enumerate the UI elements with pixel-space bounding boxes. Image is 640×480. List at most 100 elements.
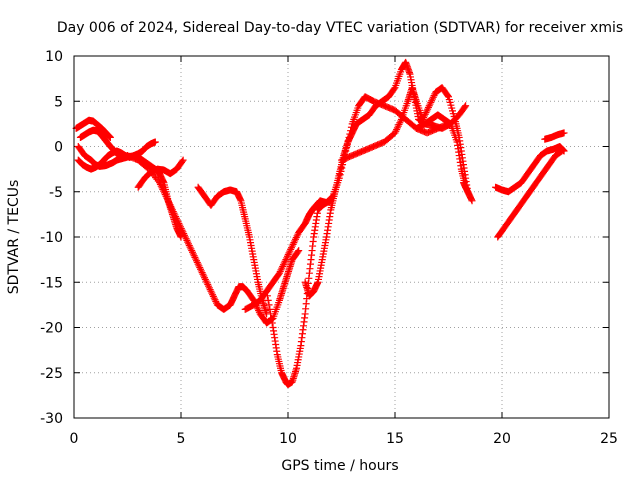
data-point — [286, 247, 294, 255]
series-arc11 — [338, 84, 472, 196]
data-point — [191, 253, 199, 261]
data-point — [187, 245, 195, 253]
data-point — [279, 261, 287, 269]
data-point — [277, 266, 285, 274]
data-point — [176, 221, 184, 229]
data-point — [193, 258, 201, 266]
data-point — [268, 319, 276, 327]
data-point — [160, 187, 168, 195]
data-point — [430, 92, 438, 100]
data-point — [198, 269, 206, 277]
data-point — [172, 214, 180, 222]
series-arc15 — [494, 147, 566, 241]
data-point — [395, 120, 403, 128]
data-point — [179, 156, 187, 164]
data-point — [183, 236, 191, 244]
data-point — [186, 243, 194, 251]
data-point — [165, 199, 173, 207]
data-point — [202, 277, 210, 285]
data-point — [209, 291, 217, 299]
x-tick-label: 15 — [386, 431, 404, 447]
data-point — [393, 126, 401, 134]
x-tick-label: 0 — [70, 431, 79, 447]
data-point — [429, 93, 437, 101]
data-point — [162, 192, 170, 200]
data-point — [422, 109, 430, 117]
data-point — [254, 305, 262, 313]
data-point — [175, 219, 183, 227]
data-point — [161, 191, 169, 199]
data-point — [180, 230, 188, 238]
data-point — [197, 267, 205, 275]
data-point — [283, 252, 291, 260]
series-arc7 — [194, 183, 271, 318]
data-point — [196, 264, 204, 272]
series-arc12 — [412, 102, 470, 132]
data-point — [396, 119, 404, 127]
data-point — [424, 103, 432, 111]
series-arc5 — [134, 156, 187, 191]
data-point — [160, 189, 168, 197]
data-point — [560, 129, 568, 137]
data-point — [207, 287, 215, 295]
data-point — [177, 225, 185, 233]
data-point — [295, 247, 303, 255]
data-point — [267, 314, 275, 322]
data-point — [392, 127, 400, 135]
data-point — [209, 292, 217, 300]
data-point — [178, 157, 186, 165]
data-point — [280, 259, 288, 267]
data-point — [182, 235, 190, 243]
data-point — [159, 185, 167, 193]
y-tick-label: -5 — [49, 185, 63, 201]
data-point — [427, 98, 435, 106]
data-point — [287, 245, 295, 253]
data-point — [391, 129, 399, 137]
data-point — [276, 268, 284, 276]
series-arc4 — [76, 126, 123, 160]
data-point — [166, 201, 174, 209]
data-point — [206, 286, 214, 294]
y-tick-label: -20 — [40, 321, 63, 337]
data-point — [424, 105, 432, 113]
data-point — [164, 196, 172, 204]
data-point — [394, 122, 402, 130]
data-point — [211, 296, 219, 304]
data-point — [393, 124, 401, 132]
data-point — [265, 301, 273, 309]
data-point — [397, 117, 405, 125]
data-point — [212, 297, 220, 305]
data-point — [201, 274, 209, 282]
data-point — [106, 133, 114, 141]
x-tick-label: 20 — [493, 431, 511, 447]
data-point — [291, 237, 299, 245]
series-arc1 — [72, 116, 114, 141]
data-point — [444, 92, 452, 100]
y-tick-label: -25 — [40, 366, 63, 382]
data-point — [285, 249, 293, 257]
y-tick-label: 10 — [45, 49, 63, 65]
data-point — [205, 282, 213, 290]
data-point — [420, 112, 428, 120]
data-point — [208, 289, 216, 297]
data-point — [204, 281, 212, 289]
data-point — [194, 260, 202, 268]
x-tick-label: 5 — [177, 431, 186, 447]
data-point — [420, 114, 428, 122]
data-point — [193, 257, 201, 265]
y-tick-label: -30 — [40, 411, 63, 427]
data-point — [421, 110, 429, 118]
data-point — [283, 254, 291, 262]
data-point — [201, 275, 209, 283]
data-point — [279, 262, 287, 270]
series-arc16 — [541, 129, 568, 143]
y-tick-label: 5 — [54, 94, 63, 110]
series-arc13 — [459, 179, 476, 205]
data-point — [178, 226, 186, 234]
data-point — [289, 240, 297, 248]
data-point — [210, 294, 218, 302]
data-point — [266, 305, 274, 313]
data-point — [290, 239, 298, 247]
data-point — [390, 85, 398, 93]
